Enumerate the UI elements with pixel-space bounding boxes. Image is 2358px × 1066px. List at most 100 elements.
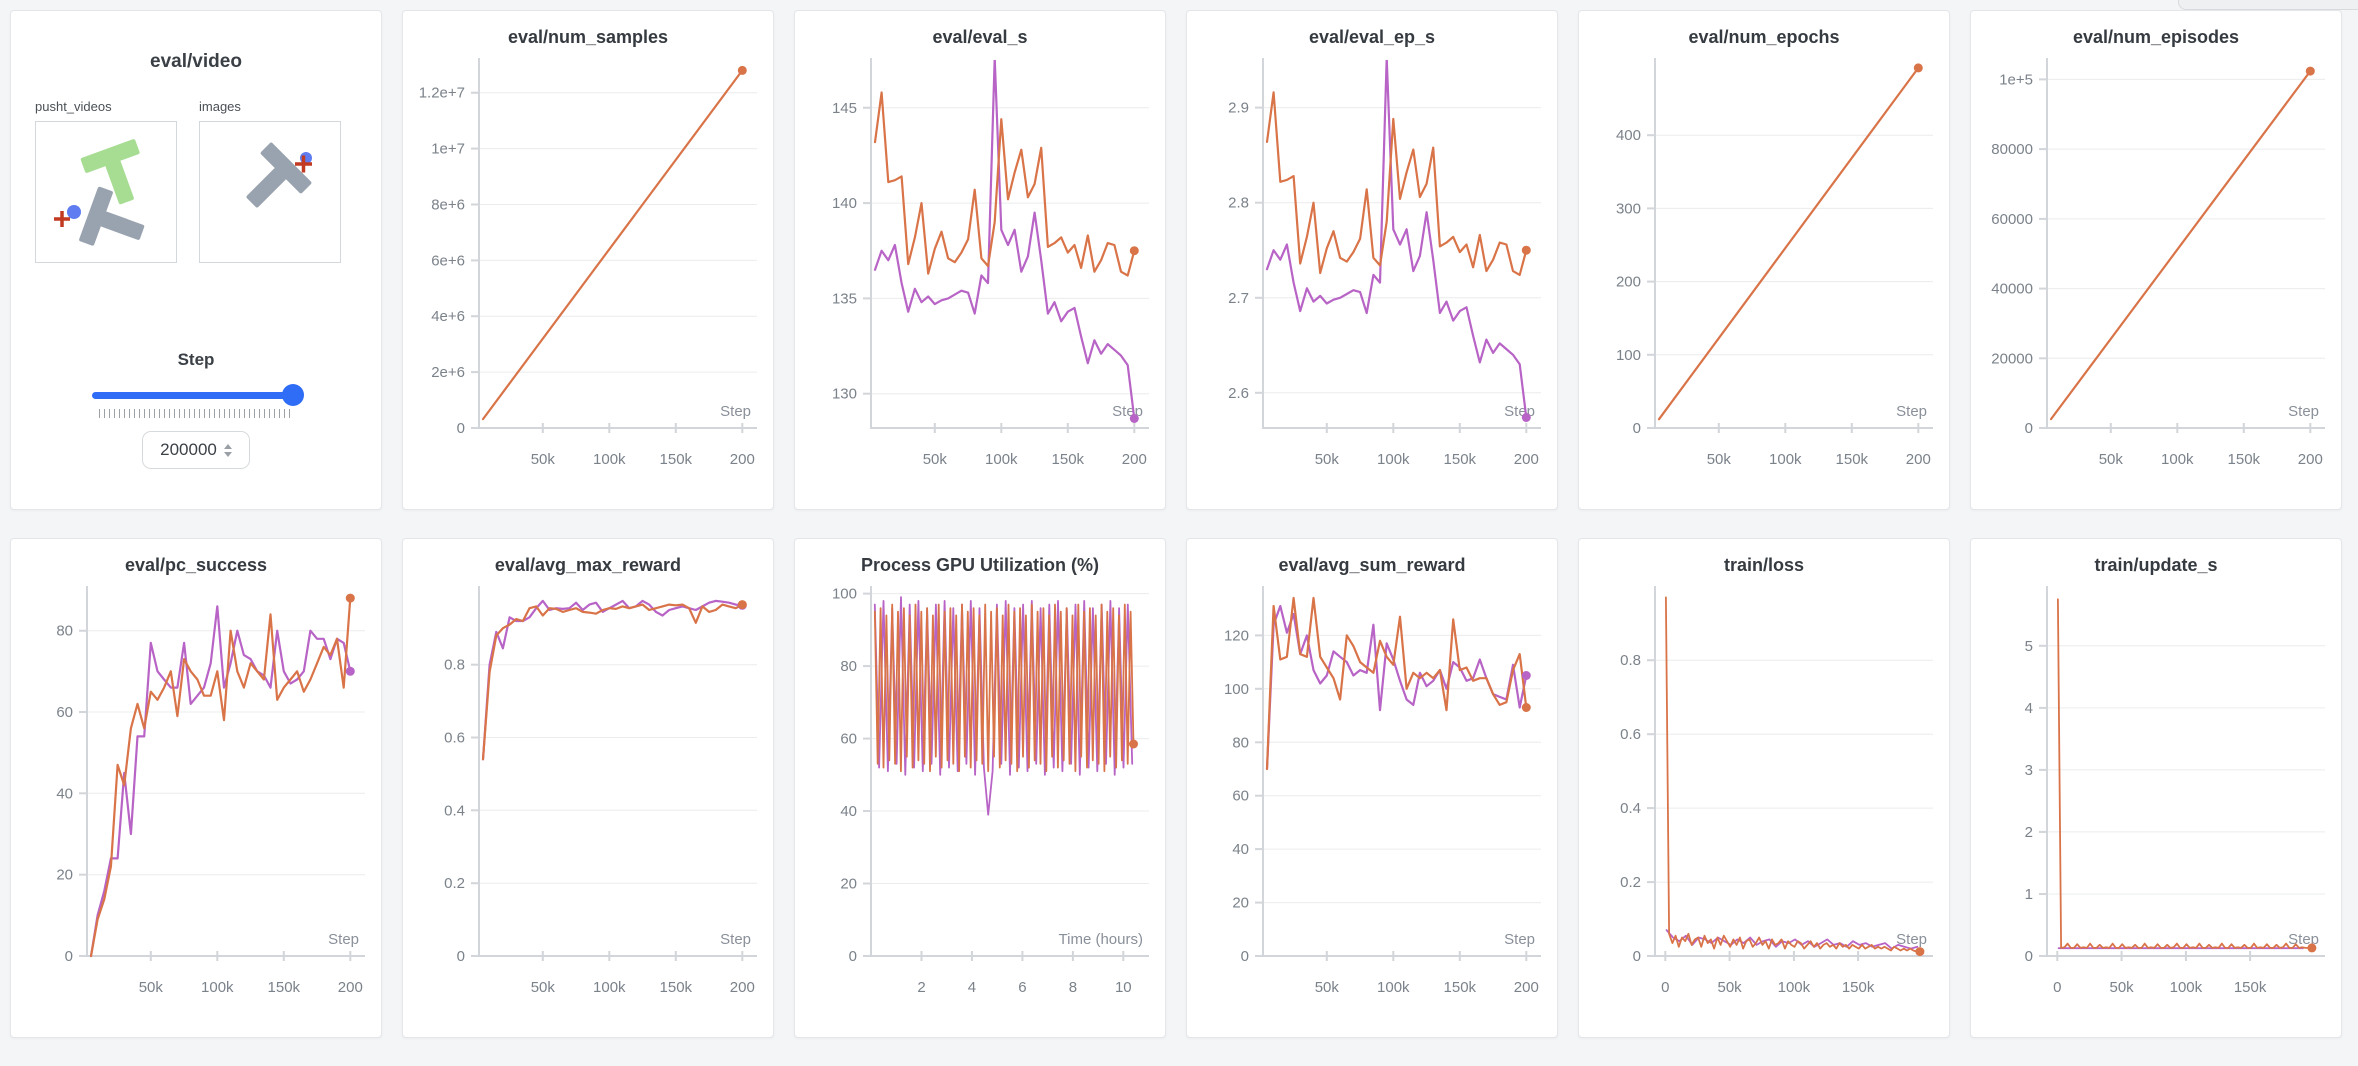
series-purple-run — [873, 60, 1136, 420]
svg-text:0.6: 0.6 — [444, 730, 465, 747]
svg-text:150k: 150k — [1444, 451, 1477, 468]
panel-eval_ep_s[interactable]: eval/eval_ep_s 2.6 2.7 2.8 2.9 50k 100k 150k 200… — [1186, 10, 1558, 510]
chart-title-avg_max_reward: eval/avg_max_reward — [494, 555, 682, 575]
endpoint-dot-orange-run — [2305, 66, 2315, 76]
svg-text:20: 20 — [840, 876, 857, 893]
step-slider-label: Step — [177, 350, 215, 369]
svg-text:20: 20 — [56, 867, 73, 884]
step-input[interactable]: 200000 — [142, 431, 250, 469]
svg-text:0: 0 — [457, 420, 465, 437]
svg-text:60: 60 — [840, 731, 857, 748]
chart-title-eval_s: eval/eval_s — [932, 27, 1028, 47]
series-orange-run — [873, 603, 1135, 773]
endpoint-dot-purple-run — [1521, 671, 1531, 680]
svg-text:80: 80 — [840, 658, 857, 675]
svg-text:0: 0 — [65, 948, 73, 965]
svg-text:300: 300 — [1616, 200, 1641, 217]
series-purple-run — [481, 599, 744, 761]
chart-title-gpu_util: Process GPU Utilization (%) — [860, 555, 1100, 575]
svg-text:100k: 100k — [593, 979, 626, 996]
svg-text:Step: Step — [1504, 931, 1535, 948]
svg-text:0.2: 0.2 — [444, 875, 465, 892]
svg-text:80: 80 — [1232, 734, 1249, 751]
endpoint-dot-orange-run — [737, 600, 747, 610]
panel-num_epochs[interactable]: eval/num_epochs 0 100 200 300 400 50k 100k 150k 2… — [1578, 10, 1950, 510]
svg-text:200: 200 — [338, 979, 363, 996]
clipped-panel-edge — [2178, 0, 2358, 10]
endpoint-dot-purple-run — [345, 666, 355, 676]
chart-pc_success[interactable]: 0 20 40 60 80 50k 100k 150k 200 Step — [25, 578, 369, 1018]
svg-text:60: 60 — [1232, 788, 1249, 805]
svg-text:145: 145 — [832, 100, 857, 117]
panel-num_episodes[interactable]: eval/num_episodes 0 20000 40000 60000 80000 1e… — [1970, 10, 2342, 510]
chart-num_episodes[interactable]: 0 20000 40000 60000 80000 1e+5 50k 100k 150k 200 S… — [1985, 50, 2329, 490]
media-label: pusht_videos — [35, 99, 112, 114]
chart-num_samples[interactable]: 0 2e+6 4e+6 6e+6 8e+6 1e+7 1.2e+7 50k 100k 150k 20… — [417, 50, 761, 490]
svg-text:150k: 150k — [1836, 451, 1869, 468]
step-slider[interactable] — [92, 384, 304, 406]
chart-gpu_util[interactable]: 0 20 40 60 80 100 2 4 6 8 10 Time (hours) — [809, 578, 1153, 1018]
endpoint-dot-purple-run — [1129, 414, 1139, 423]
svg-text:100k: 100k — [201, 979, 234, 996]
svg-text:0: 0 — [1661, 979, 1669, 996]
svg-text:0: 0 — [1633, 420, 1641, 437]
svg-text:2.7: 2.7 — [1228, 290, 1249, 307]
chart-train_loss[interactable]: 0 0.2 0.4 0.6 0.8 0 50k 100k 150k Step — [1593, 578, 1937, 1018]
svg-text:2.6: 2.6 — [1228, 385, 1249, 402]
svg-text:1.2e+7: 1.2e+7 — [419, 85, 465, 102]
series-orange-run — [2057, 598, 2313, 949]
svg-text:Step: Step — [1896, 931, 1927, 948]
slider-track[interactable] — [92, 392, 300, 399]
svg-text:60000: 60000 — [1991, 211, 2033, 228]
panel-pc_success[interactable]: eval/pc_success 0 20 40 60 80 50k 100k 150k 200 St… — [10, 538, 382, 1038]
chart-title-num_epochs: eval/num_epochs — [1688, 27, 1840, 47]
media-group-pusht-videos: pusht_videos — [35, 99, 177, 268]
images-thumbnail[interactable] — [199, 121, 341, 263]
panel-eval-video[interactable]: eval/video pusht_videos — [10, 10, 382, 510]
svg-text:80000: 80000 — [1991, 141, 2033, 158]
panel-train_update_s[interactable]: train/update_s 0 1 2 3 4 5 0 50k 100k 150k Step — [1970, 538, 2342, 1038]
chart-avg_sum_reward[interactable]: 0 20 40 60 80 100 120 50k 100k 150k 200 Step — [1201, 578, 1545, 1018]
panel-gpu_util[interactable]: Process GPU Utilization (%) 0 20 40 60 80 100 2… — [794, 538, 1166, 1038]
svg-text:1e+7: 1e+7 — [431, 141, 465, 158]
svg-text:0.8: 0.8 — [1620, 652, 1641, 669]
panel-avg_max_reward[interactable]: eval/avg_max_reward 0 0.2 0.4 0.6 0.8 50k 100k 1… — [402, 538, 774, 1038]
svg-text:2.8: 2.8 — [1228, 195, 1249, 212]
svg-text:Step: Step — [720, 931, 751, 948]
stepper-arrows[interactable] — [223, 443, 232, 457]
panel-avg_sum_reward[interactable]: eval/avg_sum_reward 0 20 40 60 80 100 120 50k 100… — [1186, 538, 1558, 1038]
svg-text:2e+6: 2e+6 — [431, 364, 465, 381]
svg-text:50k: 50k — [531, 979, 556, 996]
panel-num_samples[interactable]: eval/num_samples 0 2e+6 4e+6 6e+6 8e+6 1e+7 1.2… — [402, 10, 774, 510]
pusht-videos-thumbnail[interactable] — [35, 121, 177, 263]
chart-avg_max_reward[interactable]: 0 0.2 0.4 0.6 0.8 50k 100k 150k 200 Step — [417, 578, 761, 1018]
svg-text:0: 0 — [1241, 948, 1249, 965]
svg-text:100: 100 — [832, 586, 857, 603]
step-down-icon[interactable] — [223, 451, 232, 457]
svg-text:Step: Step — [720, 403, 751, 420]
gray-t-shape — [246, 142, 312, 208]
panel-eval_s[interactable]: eval/eval_s 130 135 140 145 50k 100k 150k 200 Ste… — [794, 10, 1166, 510]
svg-text:140: 140 — [832, 195, 857, 212]
panel-train_loss[interactable]: train/loss 0 0.2 0.4 0.6 0.8 0 50k 100k 150k Step — [1578, 538, 1950, 1038]
panel-grid: eval/video pusht_videos — [10, 10, 2342, 1038]
svg-text:200: 200 — [730, 979, 755, 996]
svg-text:50k: 50k — [139, 979, 164, 996]
endpoint-dot-orange-run — [1913, 63, 1923, 73]
step-up-icon[interactable] — [223, 443, 232, 449]
chart-num_epochs[interactable]: 0 100 200 300 400 50k 100k 150k 200 Step — [1593, 50, 1937, 490]
series-orange-run — [1657, 66, 1920, 421]
slider-thumb[interactable] — [282, 384, 304, 406]
svg-text:200: 200 — [1616, 274, 1641, 291]
svg-text:0.2: 0.2 — [1620, 874, 1641, 891]
svg-text:200: 200 — [1906, 451, 1931, 468]
svg-text:50k: 50k — [531, 451, 556, 468]
svg-text:2: 2 — [917, 979, 925, 996]
svg-text:20: 20 — [1232, 895, 1249, 912]
svg-text:100k: 100k — [593, 451, 626, 468]
svg-text:100k: 100k — [985, 451, 1018, 468]
